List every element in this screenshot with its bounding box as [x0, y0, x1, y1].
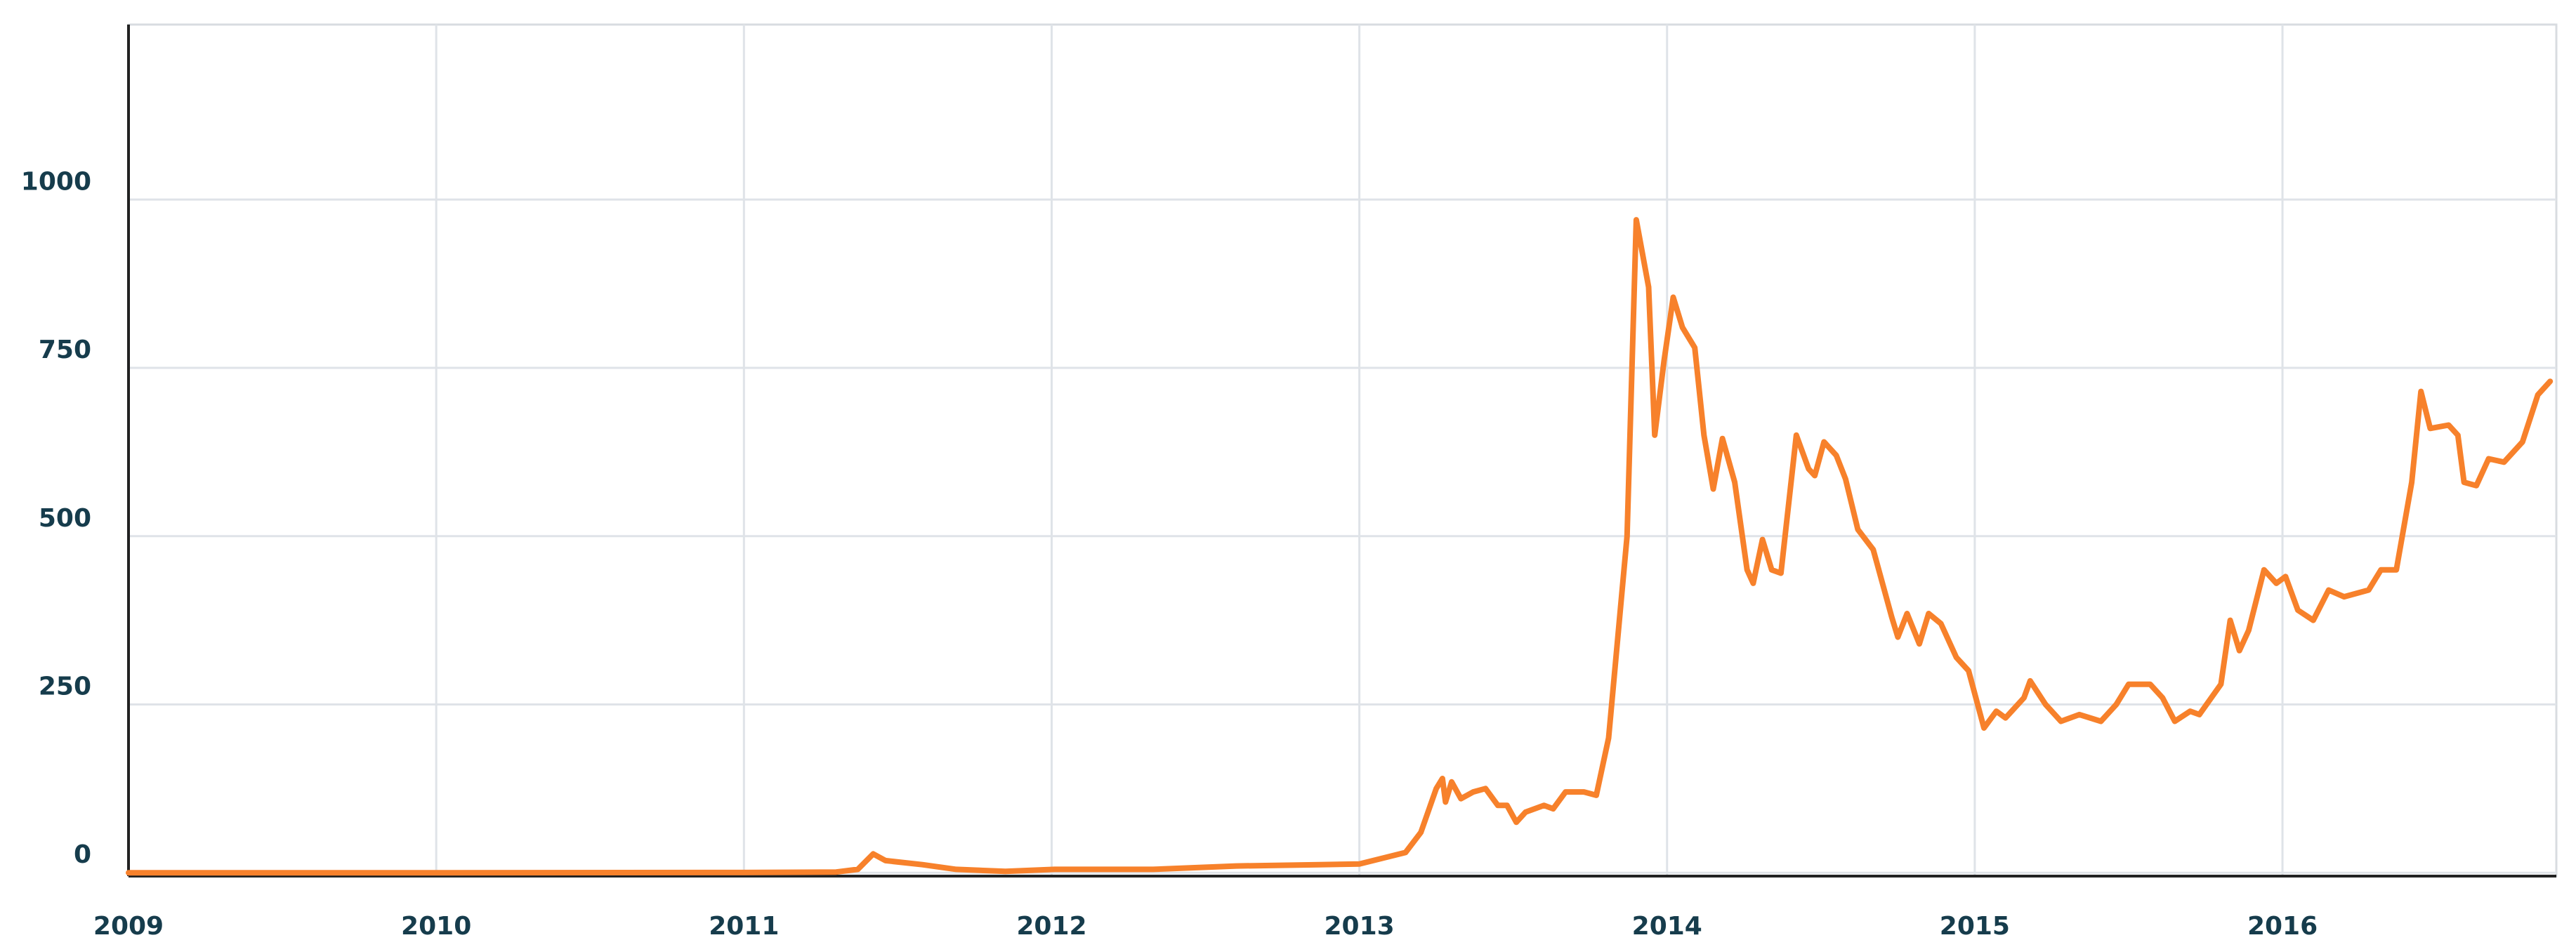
x-tick-label: 2015 [1940, 912, 2010, 941]
y-tick-label: 500 [39, 504, 91, 533]
price-line [126, 217, 2554, 876]
x-tick-label: 2013 [1324, 912, 1394, 941]
y-tick-label: 1000 [21, 167, 91, 196]
y-tick-label: 0 [74, 840, 91, 869]
y-tick-label: 750 [39, 336, 91, 364]
x-tick-label: 2014 [1632, 912, 1702, 941]
plot-frame [127, 23, 2558, 878]
x-tick-label: 2012 [1016, 912, 1086, 941]
x-tick-label: 2010 [401, 912, 471, 941]
y-tick-label: 250 [39, 672, 91, 701]
x-tick-label: 2009 [93, 912, 164, 941]
x-tick-label: 2016 [2247, 912, 2318, 941]
x-tick-label: 2011 [709, 912, 779, 941]
